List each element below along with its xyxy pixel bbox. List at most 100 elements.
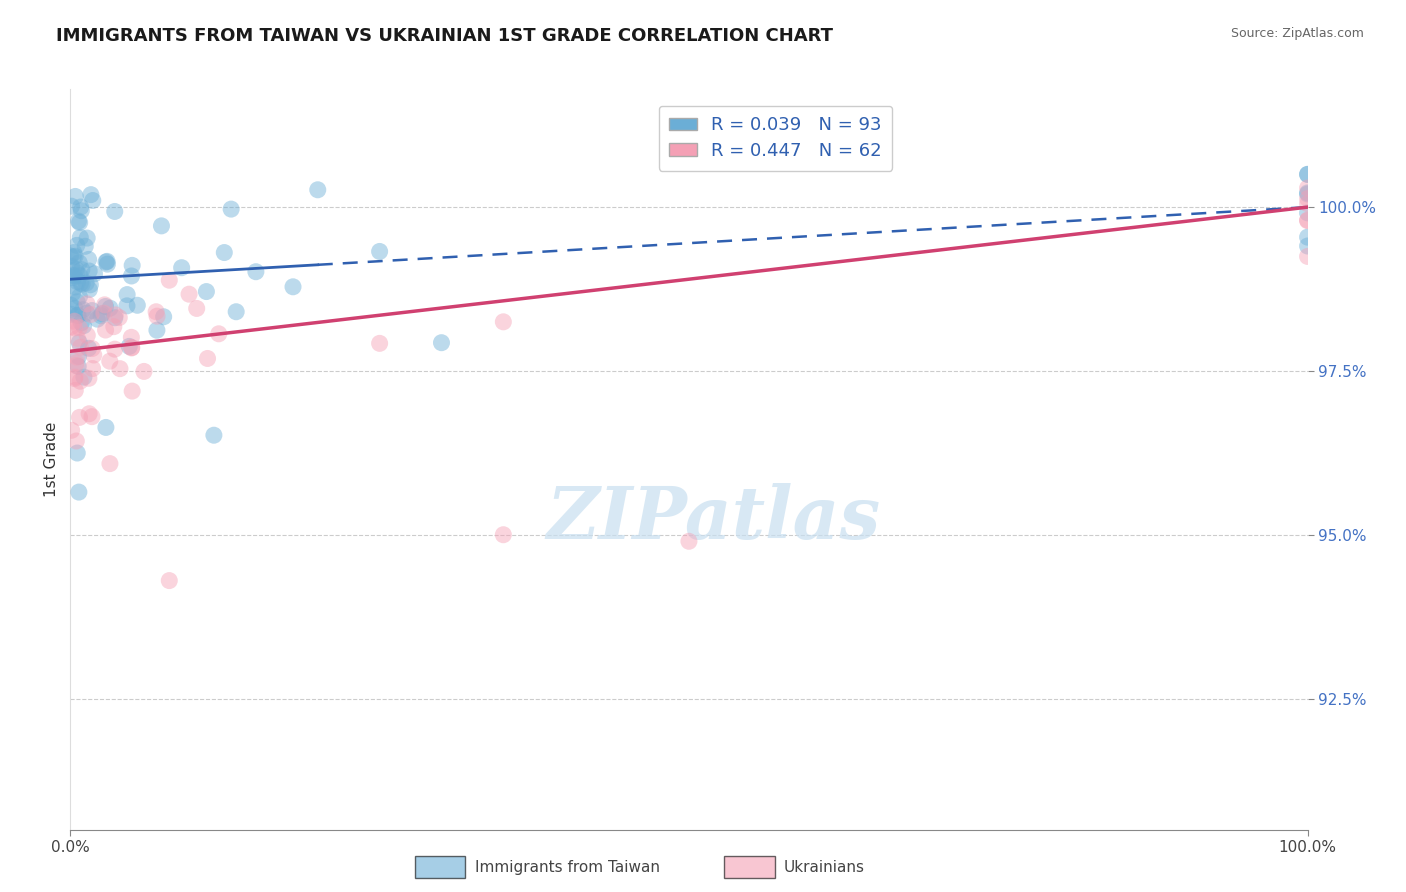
Point [65,384,87,398]
Point [195,285,218,299]
Point [170,260,193,275]
Point [69,374,91,388]
Point [104,308,127,322]
Point [146,323,169,337]
Point [83,348,105,362]
Point [65,356,87,370]
Point [368,244,391,259]
Text: ZIPatlas: ZIPatlas [547,483,880,554]
Point [98,457,121,471]
Text: Source: ZipAtlas.com: Source: ZipAtlas.com [1230,27,1364,40]
Text: Ukrainians: Ukrainians [783,860,865,874]
Point [1296,213,1319,227]
Point [76,306,98,320]
Point [76,297,98,311]
Point [678,534,700,549]
Point [60,260,83,274]
Point [108,310,131,325]
Point [69,200,91,214]
Point [96,254,118,268]
Point [492,527,515,541]
Point [430,335,453,350]
Point [77,407,100,421]
Point [82,361,104,376]
Point [103,319,125,334]
Point [67,359,90,374]
Point [98,354,121,368]
Point [63,245,86,260]
Point [177,287,200,301]
Point [1296,186,1319,200]
Point [1296,196,1319,211]
Point [83,267,105,281]
Point [67,309,90,323]
Point [66,294,89,309]
Point [66,266,89,280]
Point [80,187,103,202]
Point [79,283,101,297]
Point [86,312,108,326]
Point [69,230,91,244]
Y-axis label: 1st Grade: 1st Grade [44,422,59,497]
Point [90,309,112,323]
Point [93,306,115,320]
Point [208,326,231,341]
Point [59,249,82,263]
Point [63,301,86,316]
Point [96,257,118,271]
Point [76,328,98,343]
Point [1296,206,1319,220]
Point [1296,239,1319,253]
Point [66,238,89,252]
Point [219,202,242,216]
Point [70,316,93,330]
Point [63,370,86,384]
Point [104,204,127,219]
Point [62,286,84,301]
Point [70,203,93,218]
Point [63,268,86,283]
Point [94,420,117,434]
Point [63,249,86,263]
Legend: R = 0.039   N = 93, R = 0.447   N = 62: R = 0.039 N = 93, R = 0.447 N = 62 [658,105,893,170]
Point [121,341,143,355]
Point [120,330,142,344]
Point [69,215,91,229]
Point [104,342,127,356]
Point [307,183,329,197]
Point [157,273,180,287]
Point [66,309,89,323]
Point [67,335,90,350]
Point [121,384,143,398]
Point [281,280,304,294]
Point [69,410,91,425]
Point [65,359,87,373]
Point [80,409,103,424]
Point [197,351,219,366]
Point [60,319,83,334]
Point [69,276,91,290]
Point [104,310,127,325]
Point [60,423,83,437]
Point [98,301,121,315]
Point [93,298,115,312]
Point [157,574,180,588]
Point [132,364,155,378]
Point [63,371,86,385]
Point [80,308,103,322]
Point [72,318,94,333]
Point [245,265,267,279]
Point [150,219,173,233]
Point [63,314,86,328]
Point [67,320,90,334]
Point [62,250,84,264]
Point [1296,167,1319,181]
Point [492,315,515,329]
Point [66,275,89,289]
Point [1296,213,1319,227]
Point [1296,167,1319,181]
Point [60,307,83,321]
Point [91,307,114,321]
Point [1296,181,1319,195]
Point [66,331,89,345]
